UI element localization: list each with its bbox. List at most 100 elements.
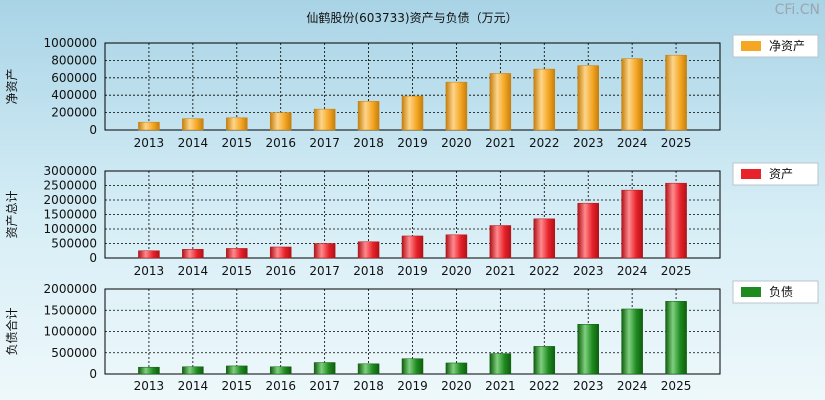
bar-2014	[182, 249, 204, 259]
x-tick-label: 2021	[485, 264, 516, 278]
y-tick-label: 1500000	[44, 208, 97, 222]
bar-2019	[401, 95, 424, 131]
bar-2016	[269, 246, 292, 259]
bar-2020	[445, 81, 468, 131]
bar-2020	[445, 362, 468, 375]
legend: 净资产	[732, 34, 819, 58]
x-tick-label: 2017	[309, 136, 340, 150]
y-tick-label: 1000000	[44, 36, 97, 50]
y-tick-label: 1000000	[44, 222, 97, 236]
x-tick-label: 2023	[573, 264, 604, 278]
x-tick-label: 2018	[353, 264, 384, 278]
bar-2016	[269, 366, 292, 375]
x-tick-label: 2024	[617, 379, 648, 393]
y-tick-label: 400000	[51, 88, 97, 102]
y-tick-label: 600000	[51, 71, 97, 85]
x-tick-label: 2019	[397, 264, 428, 278]
y-tick-label: 800000	[51, 53, 97, 67]
bar-2018	[357, 101, 380, 131]
bar-2021	[489, 73, 512, 131]
x-tick-label: 2022	[529, 264, 560, 278]
bar-2018	[357, 363, 380, 375]
bar-2015	[226, 248, 248, 259]
y-axis-label: 负债合计	[4, 307, 19, 355]
legend-swatch	[741, 169, 761, 179]
y-tick-label: 2000000	[44, 282, 97, 296]
x-tick-label: 2015	[222, 136, 253, 150]
bar-2024	[621, 308, 643, 375]
bar-2013	[138, 121, 160, 131]
chart-title: 仙鹤股份(603733)资产与负债（万元）	[306, 10, 517, 25]
bar-2015	[226, 117, 248, 131]
x-tick-label: 2018	[353, 136, 384, 150]
x-tick-label: 2025	[661, 379, 692, 393]
x-tick-label: 2017	[309, 379, 340, 393]
bar-2015	[226, 365, 248, 375]
legend: 负债	[732, 280, 819, 304]
x-tick-label: 2020	[441, 264, 472, 278]
bar-2025	[665, 54, 687, 131]
chart-panel-1: 0 200000 400000 600000 800000 1000000 2013 2014…	[5, 34, 819, 150]
watermark: CFi.CN	[775, 2, 820, 18]
bar-2019	[401, 358, 424, 375]
legend-label: 负债	[769, 285, 793, 299]
bar-2017	[313, 362, 336, 375]
bar-2021	[489, 225, 512, 259]
legend-box	[732, 34, 819, 58]
x-tick-label: 2025	[661, 136, 692, 150]
y-tick-label: 0	[89, 123, 97, 137]
x-tick-label: 2016	[265, 379, 296, 393]
y-tick-label: 0	[89, 367, 97, 381]
bar-2025	[665, 182, 687, 259]
bar-2025	[665, 301, 687, 375]
y-tick-label: 500000	[51, 346, 97, 360]
x-tick-label: 2013	[134, 136, 165, 150]
y-tick-label: 2000000	[44, 193, 97, 207]
x-tick-label: 2014	[178, 136, 209, 150]
x-tick-label: 2024	[617, 136, 648, 150]
legend-swatch	[741, 41, 761, 51]
x-tick-label: 2014	[178, 264, 209, 278]
x-tick-label: 2013	[134, 379, 165, 393]
x-tick-label: 2017	[309, 264, 340, 278]
legend-label: 净资产	[769, 39, 805, 53]
bar-2022	[533, 218, 556, 259]
x-tick-label: 2021	[485, 136, 516, 150]
legend: 资产	[732, 162, 819, 186]
legend-box	[732, 162, 819, 186]
x-tick-label: 2022	[529, 379, 560, 393]
x-tick-label: 2022	[529, 136, 560, 150]
bar-2018	[357, 241, 380, 259]
y-tick-label: 3000000	[44, 164, 97, 178]
bar-2020	[445, 234, 468, 259]
bar-2017	[313, 243, 336, 259]
y-axis-label: 资产总计	[5, 190, 19, 238]
bar-2023	[577, 202, 599, 259]
bar-2017	[313, 108, 336, 131]
x-tick-label: 2019	[397, 379, 428, 393]
x-tick-label: 2016	[265, 264, 296, 278]
bar-2021	[489, 353, 512, 375]
bar-2023	[577, 65, 599, 131]
x-tick-label: 2019	[397, 136, 428, 150]
bar-2013	[138, 250, 160, 259]
x-tick-label: 2023	[573, 136, 604, 150]
x-tick-label: 2024	[617, 264, 648, 278]
bar-2014	[182, 118, 204, 131]
y-tick-label: 1500000	[44, 303, 97, 317]
x-tick-label: 2021	[485, 379, 516, 393]
x-tick-label: 2016	[265, 136, 296, 150]
legend-box	[732, 280, 819, 304]
x-tick-label: 2015	[222, 264, 253, 278]
bar-2024	[621, 58, 643, 131]
bar-2023	[577, 324, 599, 375]
bar-2013	[138, 366, 160, 375]
bar-2016	[269, 112, 292, 131]
y-tick-label: 200000	[51, 106, 97, 120]
bar-2022	[533, 68, 556, 131]
y-tick-label: 0	[89, 251, 97, 265]
x-tick-label: 2013	[134, 264, 165, 278]
bar-2019	[401, 235, 424, 259]
bar-2022	[533, 346, 556, 375]
